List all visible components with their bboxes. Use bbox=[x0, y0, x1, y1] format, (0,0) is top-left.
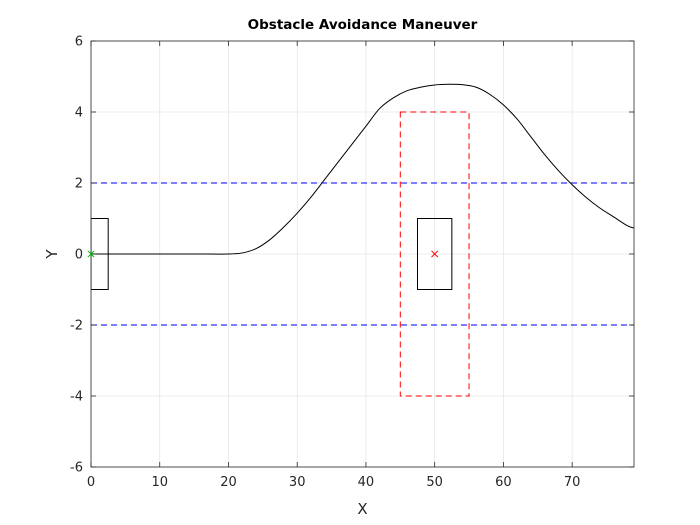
x-tick-label: 70 bbox=[564, 475, 581, 490]
x-tick-label: 50 bbox=[426, 475, 443, 490]
x-axis-label: X bbox=[357, 500, 367, 518]
y-axis-label: Y bbox=[43, 249, 61, 260]
y-tick-label: -6 bbox=[70, 461, 83, 476]
start-marker bbox=[87, 250, 95, 258]
safety-zone-rect bbox=[399, 111, 470, 397]
y-tick-label: -4 bbox=[70, 390, 83, 405]
vehicle-rect bbox=[416, 218, 453, 290]
data-layer bbox=[91, 83, 634, 397]
x-tick-label: 60 bbox=[495, 475, 512, 490]
y-tick-label: 6 bbox=[75, 35, 83, 50]
y-tick-label: 2 bbox=[75, 177, 83, 192]
x-tick-label: 40 bbox=[358, 475, 375, 490]
y-tick-label: 4 bbox=[75, 106, 83, 121]
ticks: 0 10 20 30 40 50 60 70 -6 -4 -2 0 2 4 6 bbox=[70, 35, 634, 490]
obstacle-marker bbox=[431, 250, 439, 258]
chart-title: Obstacle Avoidance Maneuver bbox=[248, 17, 478, 33]
x-tick-label: 30 bbox=[289, 475, 306, 490]
y-tick-label: 0 bbox=[75, 248, 83, 263]
x-tick-label: 10 bbox=[151, 475, 168, 490]
x-tick-label: 20 bbox=[220, 475, 237, 490]
x-tick-label: 0 bbox=[87, 475, 95, 490]
y-tick-label: -2 bbox=[70, 319, 83, 334]
trajectory-line bbox=[91, 83, 634, 255]
